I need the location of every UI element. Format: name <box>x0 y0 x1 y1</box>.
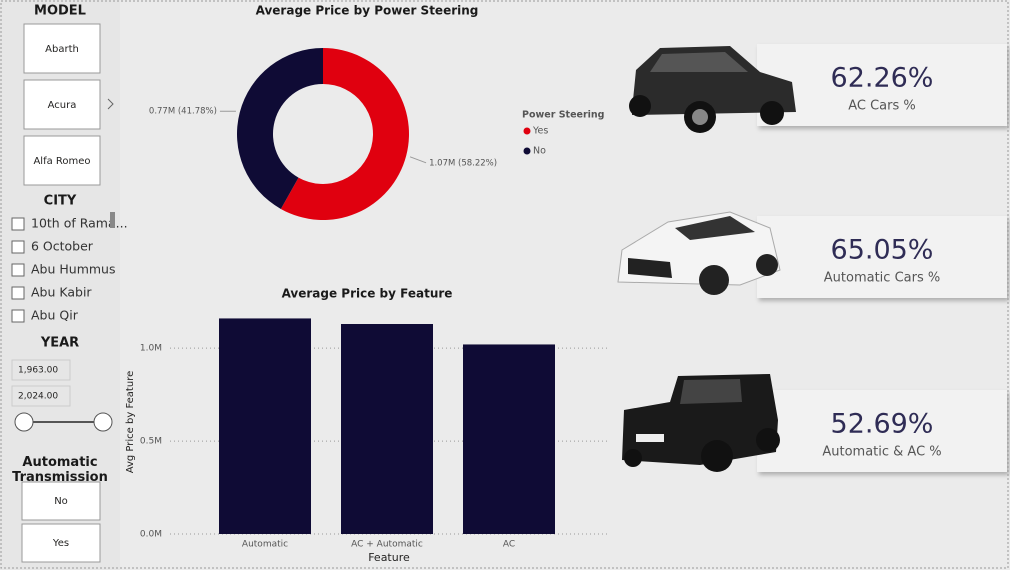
kpi-value: 52.69% <box>831 409 934 440</box>
kpi-label: AC Cars % <box>848 99 916 114</box>
car-image <box>622 374 780 472</box>
title-line: Automatic <box>22 455 97 470</box>
kpi-card <box>757 390 1007 472</box>
slicer-item[interactable] <box>23 23 101 74</box>
bar <box>219 318 311 534</box>
legend-label: No <box>533 146 546 157</box>
checkbox[interactable] <box>11 240 25 254</box>
donut-slice <box>237 48 323 209</box>
donut-slice <box>280 48 409 220</box>
bar <box>463 344 555 534</box>
x-tick-label: AC <box>503 540 515 550</box>
kpi-label: Automatic & AC % <box>822 445 941 460</box>
slicer-item-label[interactable]: Alfa Romeo <box>33 156 90 167</box>
y-tick-label: 0.0M <box>140 530 162 540</box>
slicer-item-label[interactable]: Abu Qir <box>31 308 79 323</box>
slicer-item-label[interactable]: Abu Hummus <box>31 262 116 277</box>
x-tick-label: AC + Automatic <box>351 540 423 550</box>
slicer-item-label[interactable]: Acura <box>48 100 77 111</box>
chart-title: Average Price by Feature <box>282 287 453 301</box>
checkbox[interactable] <box>11 263 25 277</box>
y-tick-label: 1.0M <box>140 344 162 354</box>
slicer-item-label[interactable]: Abu Kabir <box>31 285 92 300</box>
kpi-label: Automatic Cars % <box>824 271 940 286</box>
x-tick-label: Automatic <box>242 540 288 550</box>
slicer-item-label[interactable]: 10th of Rama... <box>31 216 128 231</box>
bar <box>341 324 433 534</box>
checkbox[interactable] <box>11 217 25 231</box>
y-axis-label: Avg Price by Feature <box>125 371 136 474</box>
slicer-item[interactable] <box>21 523 101 563</box>
input-box[interactable] <box>11 385 71 407</box>
range-handle[interactable] <box>14 412 34 432</box>
kpi-value: 62.26% <box>831 63 934 94</box>
data-label: 0.77M (41.78%) <box>149 107 217 117</box>
range-handle[interactable] <box>93 412 113 432</box>
legend-label: Yes <box>532 126 548 137</box>
slicer-item-label[interactable]: Abarth <box>45 44 79 55</box>
chart-title: Average Price by Power Steering <box>256 4 479 18</box>
slicer-title: Automatic Transmission <box>12 455 108 485</box>
scroll-arrow[interactable] <box>107 98 114 110</box>
y-tick-label: 0.5M <box>140 437 162 447</box>
slicer-title: CITY <box>44 194 77 209</box>
city-list: 10th of Rama... 6 October Abu Hummus Abu Ka… <box>11 216 128 323</box>
bar-chart: Average Price by Feature Feature Avg Pri… <box>125 287 607 564</box>
car-image <box>617 211 781 295</box>
legend-title: Power Steering <box>522 110 604 121</box>
slicer-item-label[interactable]: 6 October <box>31 239 94 254</box>
legend-marker <box>523 127 531 135</box>
x-axis-label: Feature <box>368 551 410 564</box>
kpi-card <box>757 216 1007 298</box>
car-image <box>629 46 796 133</box>
slicer-title: MODEL <box>34 4 86 19</box>
slicer-item[interactable] <box>23 79 101 130</box>
input-box[interactable] <box>11 359 71 381</box>
slicer-title: YEAR <box>40 336 79 351</box>
scrollbar[interactable] <box>110 212 115 228</box>
legend-marker <box>523 147 531 155</box>
slicer-item-label[interactable]: No <box>54 496 68 507</box>
slicer-item[interactable] <box>23 135 101 186</box>
slicer-item-label[interactable]: Yes <box>52 538 69 549</box>
year-to[interactable]: 2,024.00 <box>18 392 58 402</box>
checkbox[interactable] <box>11 309 25 323</box>
kpi-value: 65.05% <box>831 235 934 266</box>
donut-chart: Average Price by Power Steering Power St… <box>149 4 604 220</box>
checkbox[interactable] <box>11 286 25 300</box>
title-line: Transmission <box>12 470 108 485</box>
year-from[interactable]: 1,963.00 <box>18 366 58 376</box>
kpi-card <box>757 44 1007 126</box>
slicer-item[interactable] <box>21 481 101 521</box>
leader-line <box>409 156 427 164</box>
data-label: 1.07M (58.22%) <box>429 158 497 168</box>
